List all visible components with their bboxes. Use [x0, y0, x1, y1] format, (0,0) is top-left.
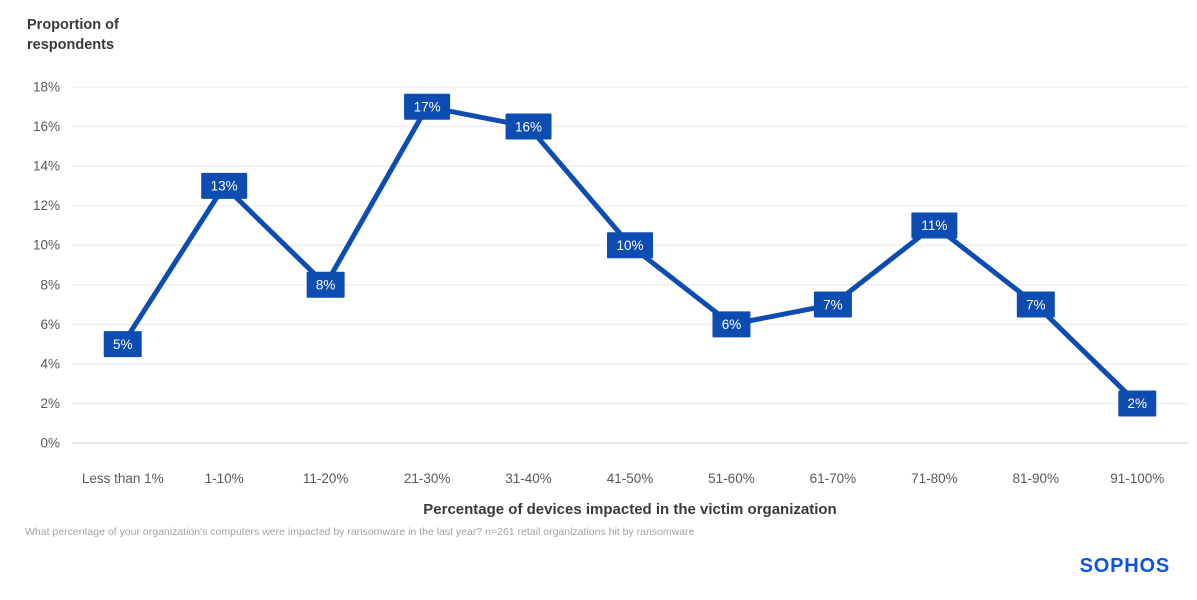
- point-label-text: 11%: [921, 218, 947, 233]
- point-label-box: [103, 331, 142, 358]
- svg-text:61-70%: 61-70%: [810, 471, 857, 486]
- x-tick-labels: Less than 1% 1-10% 11-20% 21-30% 31-40% 41-50…: [82, 471, 1164, 486]
- point-label-box: [607, 232, 653, 259]
- point-label-text: 6%: [722, 317, 742, 332]
- svg-text:4%: 4%: [40, 356, 60, 371]
- point-label-text: 10%: [616, 238, 643, 253]
- point-labels: 5% 13% 8% 17% 16% 10% 6% 7% 11% 7% 2%: [103, 93, 1157, 417]
- y-tick-labels: 0% 2% 4% 6% 8% 10% 12% 14% 16% 18%: [33, 80, 60, 451]
- point-label-box: [306, 271, 345, 298]
- svg-text:2%: 2%: [40, 396, 60, 411]
- sophos-logo: SOPHOS: [1079, 555, 1170, 577]
- point-label-text: 17%: [414, 100, 441, 115]
- svg-text:31-40%: 31-40%: [505, 471, 552, 486]
- point-label-box: [911, 212, 958, 239]
- point-label-box: [1016, 291, 1055, 318]
- point-label-text: 7%: [823, 297, 843, 312]
- footnote: What percentage of your organization's c…: [25, 526, 695, 538]
- svg-text:16%: 16%: [33, 119, 60, 134]
- point-label-text: 5%: [113, 337, 133, 352]
- x-axis-title: Percentage of devices impacted in the vi…: [423, 501, 837, 518]
- svg-text:18%: 18%: [33, 80, 60, 95]
- point-label-box: [712, 311, 751, 338]
- svg-text:21-30%: 21-30%: [404, 471, 451, 486]
- svg-text:8%: 8%: [40, 277, 60, 292]
- point-label-text: 7%: [1026, 297, 1046, 312]
- gridlines: [72, 86, 1188, 444]
- point-label-text: 16%: [515, 119, 542, 134]
- svg-text:81-90%: 81-90%: [1013, 471, 1060, 486]
- svg-text:1-10%: 1-10%: [205, 471, 244, 486]
- point-label-box: [505, 113, 552, 140]
- y-axis-title: Proportion of respondents: [27, 17, 119, 53]
- svg-text:12%: 12%: [33, 198, 60, 213]
- point-label-box: [813, 291, 852, 318]
- point-label-box: [1118, 390, 1157, 417]
- svg-text:10%: 10%: [33, 238, 60, 253]
- svg-text:71-80%: 71-80%: [911, 471, 958, 486]
- svg-text:6%: 6%: [40, 317, 60, 332]
- point-label-text: 13%: [211, 179, 238, 194]
- point-label-text: 2%: [1128, 396, 1148, 411]
- svg-text:41-50%: 41-50%: [607, 471, 654, 486]
- svg-text:91-100%: 91-100%: [1110, 471, 1164, 486]
- point-label-box: [201, 172, 248, 199]
- point-label-box: [404, 93, 451, 120]
- svg-text:11-20%: 11-20%: [303, 471, 349, 486]
- point-label-text: 8%: [316, 278, 336, 293]
- svg-text:14%: 14%: [33, 159, 60, 174]
- svg-text:51-60%: 51-60%: [708, 471, 755, 486]
- svg-text:Less than 1%: Less than 1%: [82, 471, 164, 486]
- svg-text:0%: 0%: [40, 436, 60, 451]
